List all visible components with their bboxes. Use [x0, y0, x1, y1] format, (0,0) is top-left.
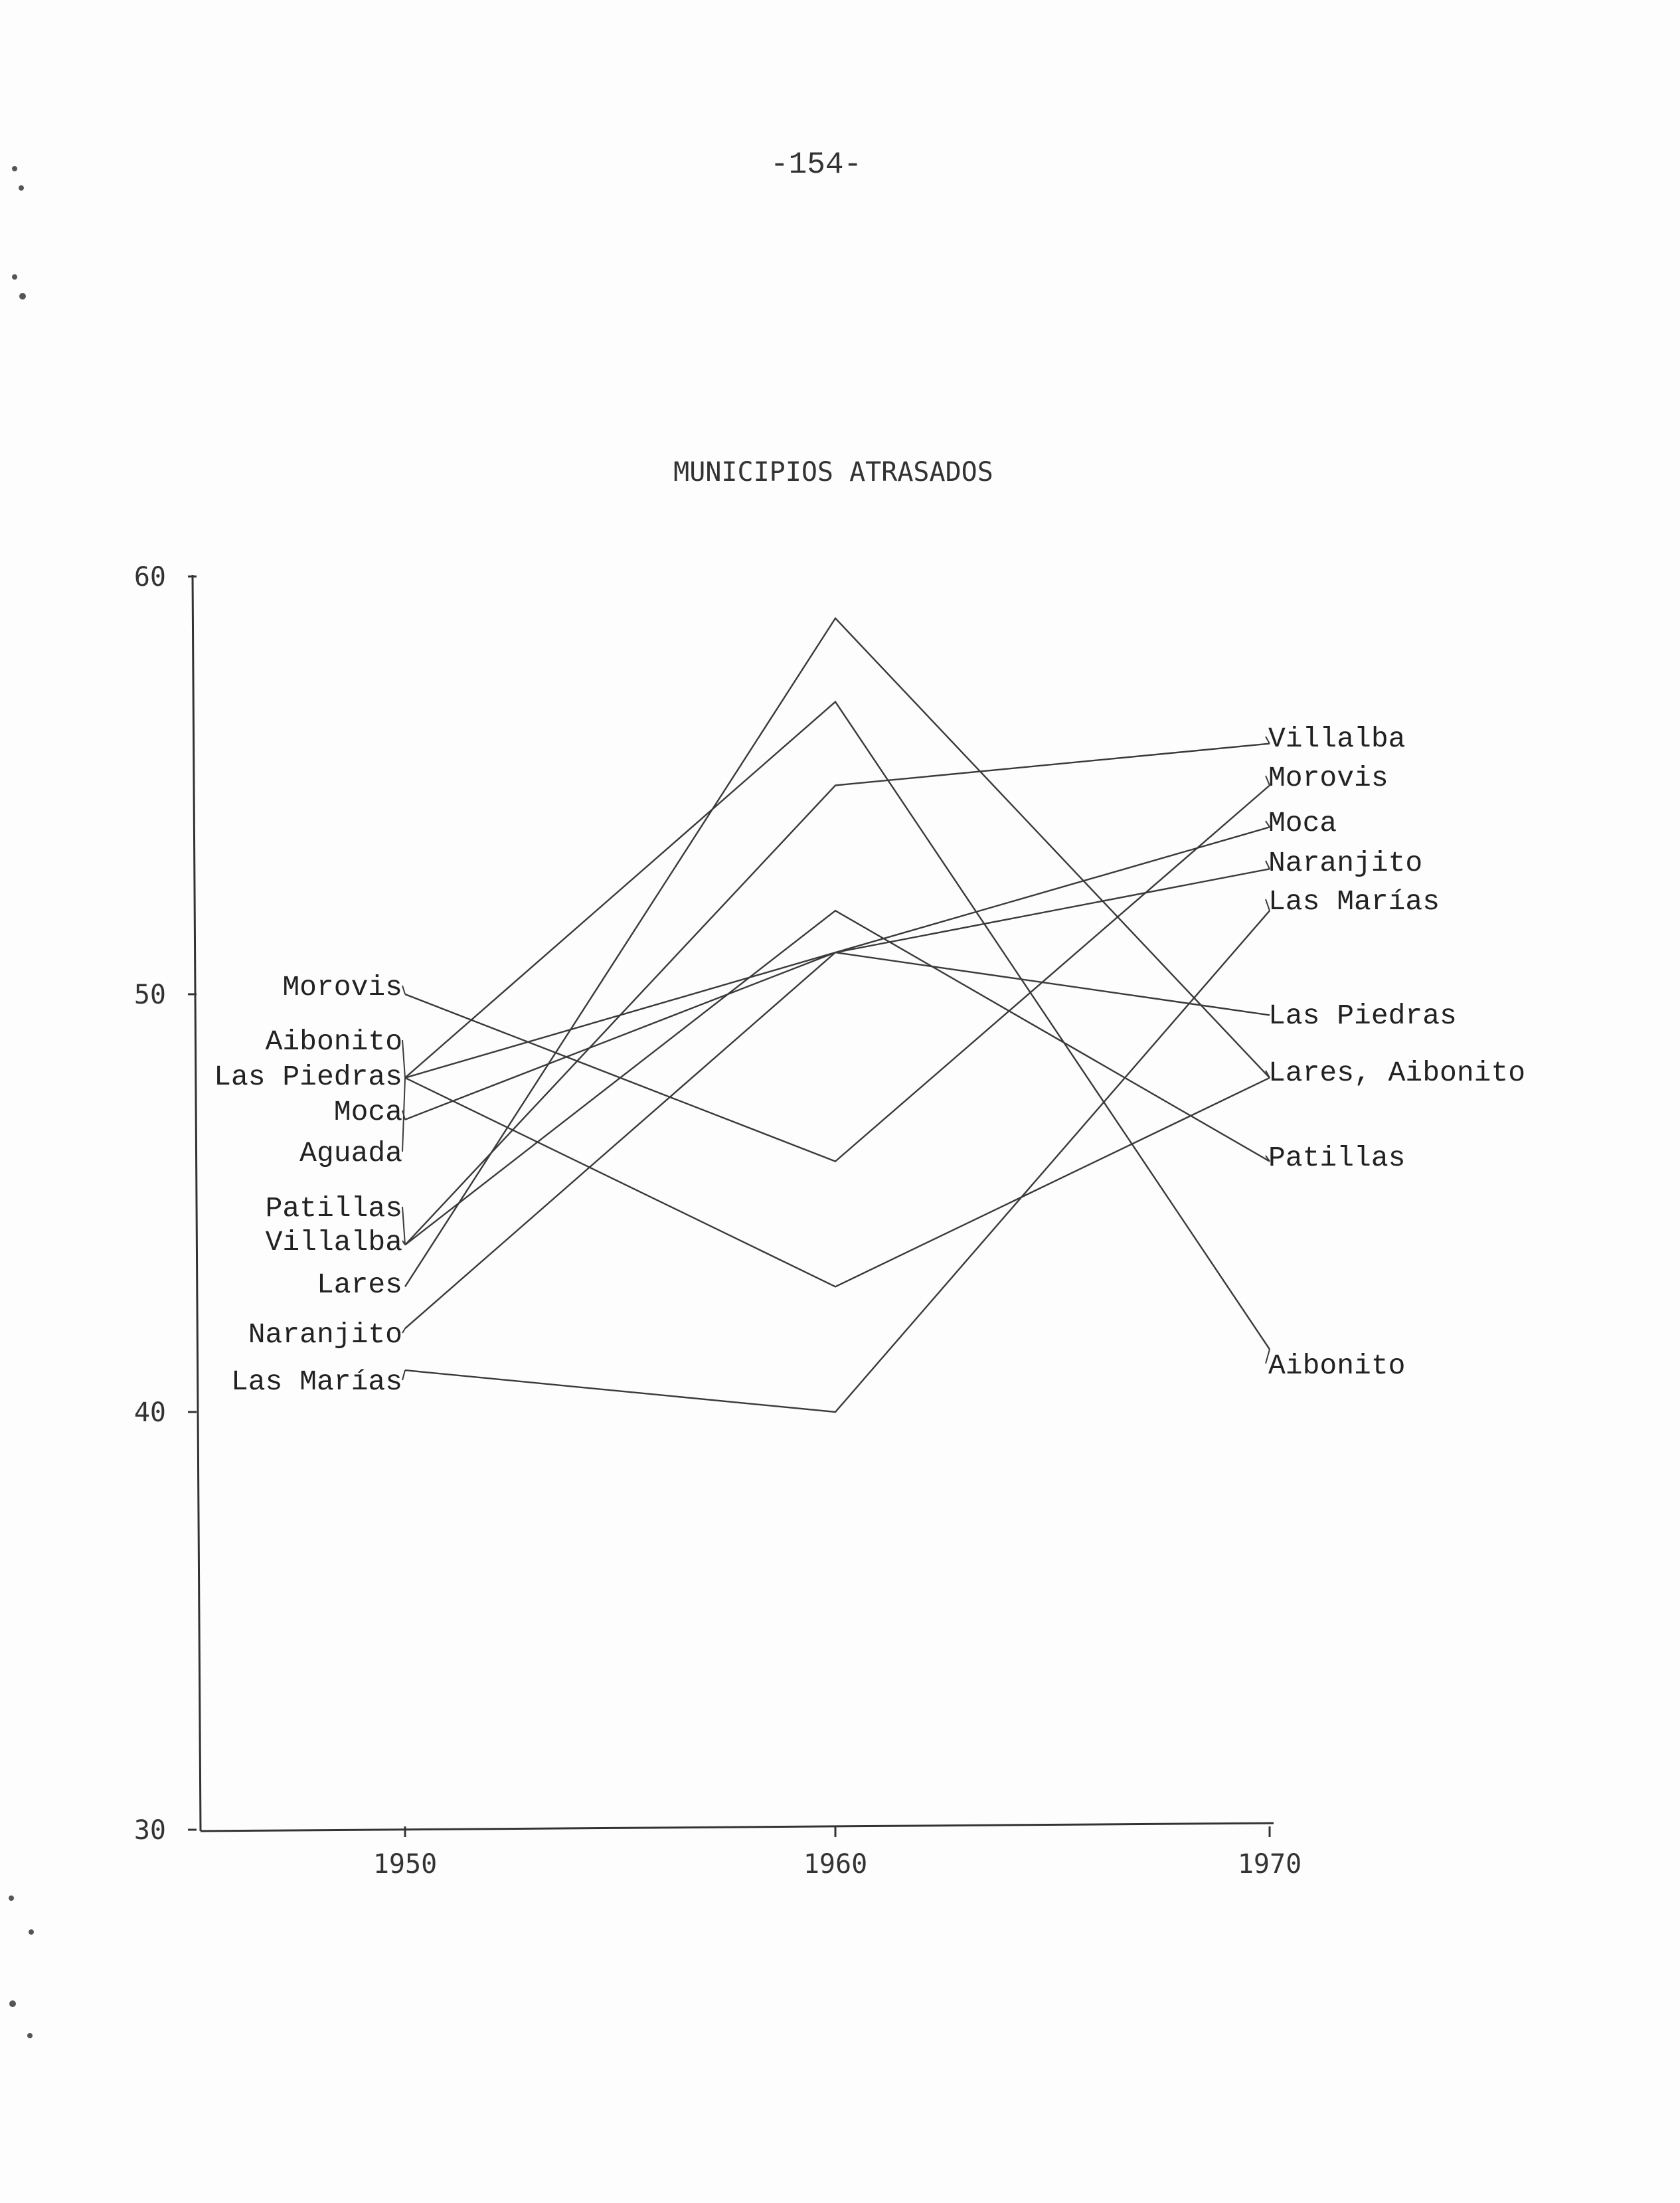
right-label-lares-aibonito: Lares, Aibonito	[1268, 1057, 1525, 1089]
label-connectors	[402, 736, 1270, 1381]
y-tick-label: 60	[134, 562, 166, 592]
right-series-labels: Villalba Morovis Moca Naranjito Las Marías La…	[1268, 723, 1525, 1382]
series-lines	[404, 616, 1270, 1413]
connector-moca	[1265, 820, 1270, 828]
x-tick-label: 1960	[803, 1849, 867, 1880]
connector-aibonito	[1265, 1349, 1270, 1364]
scan-speck	[9, 2000, 16, 2007]
scan-speck	[27, 2033, 33, 2038]
right-label-aibonito: Aibonito	[1268, 1350, 1405, 1382]
connector-villalba	[402, 1240, 406, 1245]
series-line-naranjito	[404, 868, 1270, 1330]
right-label-naranjito: Naranjito	[1268, 847, 1422, 879]
scan-speck	[29, 1929, 34, 1935]
right-label-las-piedras: Las Piedras	[1268, 1000, 1457, 1032]
series-line-morovis	[404, 784, 1270, 1162]
x-tick-label: 1950	[373, 1849, 437, 1880]
scan-speck	[12, 274, 17, 280]
y-axis-line	[191, 574, 202, 1832]
right-label-morovis: Morovis	[1268, 762, 1388, 794]
series-line-las-marias	[404, 910, 1270, 1413]
connector-aguada	[402, 1077, 406, 1152]
y-tick-label: 30	[134, 1815, 166, 1846]
connector-aibonito	[402, 1039, 406, 1078]
right-label-patillas: Patillas	[1268, 1142, 1405, 1174]
y-tick-label: 50	[134, 980, 166, 1010]
left-label-morovis: Morovis	[282, 971, 402, 1004]
left-label-patillas: Patillas	[266, 1192, 402, 1225]
left-label-aibonito: Aibonito	[266, 1025, 402, 1058]
connector-las-marias	[402, 1369, 406, 1381]
x-axis	[200, 1822, 1274, 1832]
left-label-naranjito: Naranjito	[248, 1318, 402, 1351]
connector-lares-aibonito	[1265, 1070, 1270, 1079]
series-line-moca	[404, 826, 1270, 1120]
scan-speck	[12, 166, 17, 171]
y-axis	[191, 574, 202, 1832]
x-ticks: 1950 1960 1970	[373, 1826, 1302, 1880]
connector-naranjito	[402, 1328, 406, 1334]
chart-title: MUNICIPIOS ATRASADOS	[673, 457, 993, 487]
x-axis-line	[200, 1822, 1274, 1832]
series-line-patillas	[404, 909, 1270, 1246]
scan-speck	[19, 185, 24, 191]
right-label-villalba: Villalba	[1268, 723, 1405, 755]
connector-patillas	[1265, 1155, 1270, 1162]
x-tick-label: 1970	[1238, 1849, 1302, 1880]
left-label-las-marias: Las Marías	[231, 1366, 402, 1398]
connector-las-marias	[1265, 899, 1270, 911]
connector-morovis	[1265, 775, 1270, 786]
left-label-moca: Moca	[334, 1096, 402, 1128]
connector-morovis	[402, 985, 406, 995]
left-label-aguada: Aguada	[299, 1137, 402, 1170]
right-label-moca: Moca	[1268, 807, 1337, 839]
y-tick-label: 40	[134, 1397, 166, 1428]
series-line-villalba	[404, 743, 1270, 1246]
y-ticks: 60 50 40 30	[134, 562, 197, 1846]
scan-speck	[19, 293, 26, 300]
connector-naranjito	[1265, 860, 1270, 869]
scan-specks	[9, 166, 34, 2038]
series-line-lares	[404, 616, 1270, 1287]
left-label-las-piedras: Las Piedras	[214, 1061, 402, 1093]
connector-patillas	[402, 1206, 406, 1245]
series-line-aibonito	[404, 700, 1270, 1350]
series-line-las-piedras	[404, 951, 1270, 1079]
connector-villalba	[1265, 736, 1270, 745]
scan-speck	[9, 1895, 14, 1901]
page-number: -154-	[770, 147, 863, 182]
left-label-lares: Lares	[317, 1269, 402, 1301]
left-label-villalba: Villalba	[266, 1226, 402, 1259]
series-line-aguada	[404, 1077, 1270, 1288]
right-label-las-marias: Las Marías	[1268, 885, 1440, 918]
